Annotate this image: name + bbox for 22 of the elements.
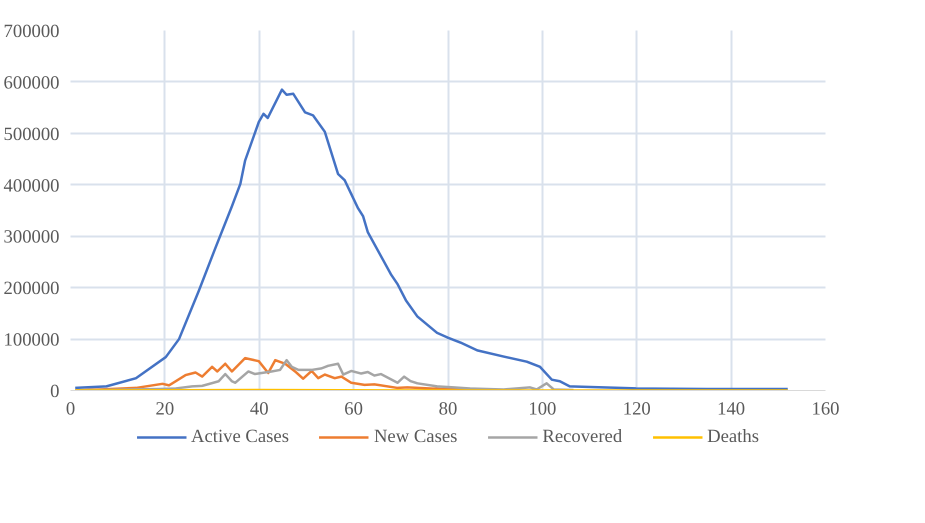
y-tick-label: 700000 <box>4 21 60 42</box>
y-tick-label: 400000 <box>4 175 60 196</box>
legend-label: New Cases <box>374 426 458 448</box>
legend-label: Deaths <box>707 426 759 448</box>
legend-label: Active Cases <box>191 426 289 448</box>
legend-label: Recovered <box>542 426 622 448</box>
y-tick-label: 600000 <box>4 72 60 94</box>
x-tick-label: 20 <box>156 398 174 420</box>
y-tick-label: 500000 <box>4 124 60 145</box>
x-tick-label: 160 <box>812 398 840 420</box>
x-tick-label: 140 <box>717 398 746 420</box>
x-tick-label: 0 <box>66 398 76 420</box>
x-tick-label: 80 <box>438 398 458 420</box>
x-tick-label: 120 <box>622 398 651 420</box>
x-tick-label: 40 <box>250 398 269 420</box>
y-tick-label: 300000 <box>4 226 60 248</box>
x-tick-label: 60 <box>344 398 363 420</box>
x-tick-label: 100 <box>528 398 556 420</box>
y-tick-label: 0 <box>50 381 60 402</box>
line-series <box>74 88 789 390</box>
y-tick-label: 200000 <box>4 278 60 300</box>
y-tick-label: 100000 <box>4 330 60 351</box>
